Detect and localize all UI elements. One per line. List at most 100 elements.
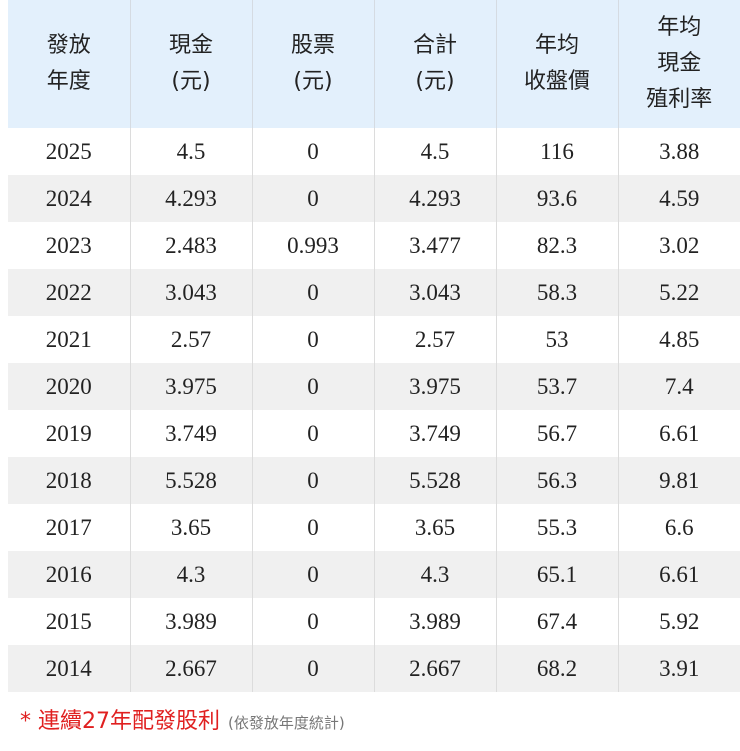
table-cell: 0 [251, 316, 374, 363]
header-cell: 年均 現金 殖利率 [617, 0, 740, 128]
table-cell: 3.88 [617, 128, 740, 175]
table-cell: 0 [251, 457, 374, 504]
table-cell: 0 [251, 504, 374, 551]
table-cell: 0 [251, 551, 374, 598]
table-cell: 0 [251, 175, 374, 222]
table-cell: 3.65 [129, 504, 252, 551]
table-cell: 2020 [8, 363, 130, 410]
table-row: 2021 2.57 0 2.57 53 4.85 [8, 316, 740, 363]
table-cell: 4.5 [373, 128, 496, 175]
table-cell: 2017 [45, 514, 92, 540]
table-row: 2022 3.043 0 3.043 58.3 5.22 [8, 269, 740, 316]
table-cell: 65.1 [495, 551, 618, 598]
table-row: 2015 3.989 0 3.989 67.4 5.92 [8, 598, 740, 645]
header-text: 股票 [290, 33, 335, 58]
header-text: (元) [171, 69, 211, 94]
table-cell: 3.65 [373, 504, 496, 551]
header-row: 發放 年度 現金 (元) 股票 (元) 合計 (元) 年均 收盤價 年均 現金 殖利率 [8, 0, 740, 128]
table-cell: 4.3 [129, 551, 252, 598]
table-cell: 3.91 [617, 645, 740, 692]
table-cell: 2021 [45, 326, 92, 352]
table-cell: 3.749 [129, 410, 252, 457]
table-cell: 5.22 [617, 269, 740, 316]
table-cell: 4.85 [617, 316, 740, 363]
table-row: 2020 3.975 0 3.975 53.7 7.4 [8, 363, 740, 410]
table-cell: 6.61 [617, 410, 740, 457]
table-cell: 53 [495, 316, 618, 363]
table-cell: 0 [251, 645, 374, 692]
table-row: 2018 5.528 0 5.528 56.3 9.81 [8, 457, 740, 504]
header-cell: 發放 年度 [8, 0, 130, 128]
table-cell: 4.293 [129, 175, 252, 222]
table-cell: 2016 [8, 551, 130, 598]
footer: * 連續27年配發股利 (依發放年度統計) [20, 706, 345, 738]
header-cell: 合計 (元) [373, 0, 496, 128]
table-cell: 2023 [45, 232, 92, 258]
table-row: 2014 2.667 0 2.667 68.2 3.91 [8, 645, 740, 692]
table-cell: 67.4 [495, 598, 618, 645]
header-text: 年均 [657, 15, 702, 40]
dividend-table: 發放 年度 現金 (元) 股票 (元) 合計 (元) 年均 收盤價 年均 現金 殖利率 2025 4.5 0… [8, 0, 740, 692]
table-cell: 2.483 [129, 222, 252, 269]
table-cell: 9.81 [617, 457, 740, 504]
table-cell: 3.749 [373, 410, 496, 457]
table-row: 2023 2.483 0.993 3.477 82.3 3.02 [8, 222, 740, 269]
table-cell: 53.7 [495, 363, 618, 410]
table-cell: 5.528 [373, 457, 496, 504]
header-cell: 現金 (元) [129, 0, 252, 128]
table-cell: 58.3 [495, 269, 618, 316]
table-cell: 55.3 [495, 504, 618, 551]
table-row: 2025 4.5 0 4.5 116 3.88 [8, 128, 740, 175]
table-row: 2016 4.3 0 4.3 65.1 6.61 [8, 551, 740, 598]
header-text: 年均 [534, 33, 579, 58]
table-body: 2025 4.5 0 4.5 116 3.88 2024 4.293 0 4.293 93.6 4.5… [8, 128, 740, 692]
table-cell: 2024 [8, 175, 130, 222]
table-cell: 116 [495, 128, 618, 175]
table-cell: 2014 [8, 645, 130, 692]
table-cell: 4.293 [373, 175, 496, 222]
table-cell: 0 [251, 598, 374, 645]
header-cell: 股票 (元) [251, 0, 374, 128]
table-cell: 0.993 [251, 222, 374, 269]
table-cell: 82.3 [495, 222, 618, 269]
header-text: (元) [293, 69, 333, 94]
footer-subnote: (依發放年度統計) [228, 714, 345, 732]
table-cell: 3.02 [617, 222, 740, 269]
table-cell: 2.667 [373, 645, 496, 692]
table-cell: 3.043 [129, 269, 252, 316]
header-text: 收盤價 [523, 69, 590, 94]
footer-note: * 連續27年配發股利 [20, 709, 220, 734]
header-text: 合計 [412, 33, 457, 58]
table-cell: 56.7 [495, 410, 618, 457]
table-cell: 3.989 [373, 598, 496, 645]
table-cell: 3.043 [373, 269, 496, 316]
header-text: 現金 [657, 51, 702, 76]
table-cell: 68.2 [495, 645, 618, 692]
table-row: 2019 3.749 0 3.749 56.7 6.61 [8, 410, 740, 457]
table-cell: 5.528 [129, 457, 252, 504]
table-cell: 93.6 [495, 175, 618, 222]
table-cell: 2025 [45, 138, 92, 164]
table-cell: 0 [251, 269, 374, 316]
table-cell: 0 [251, 363, 374, 410]
table-cell: 4.5 [129, 128, 252, 175]
header-cell: 年均 收盤價 [495, 0, 618, 128]
table-cell: 7.4 [617, 363, 740, 410]
table-cell: 3.975 [129, 363, 252, 410]
table-cell: 3.477 [373, 222, 496, 269]
table-cell: 3.975 [373, 363, 496, 410]
header-text: (元) [415, 69, 455, 94]
table-cell: 0 [251, 410, 374, 457]
table-cell: 6.61 [617, 551, 740, 598]
table-cell: 4.59 [617, 175, 740, 222]
table-cell: 5.92 [617, 598, 740, 645]
header-text: 殖利率 [646, 87, 713, 112]
table-cell: 3.989 [129, 598, 252, 645]
table-cell: 4.3 [373, 551, 496, 598]
table-cell: 6.6 [617, 504, 740, 551]
table-cell: 2.57 [373, 316, 496, 363]
table-cell: 0 [251, 128, 374, 175]
table-cell: 2015 [45, 608, 92, 634]
table-cell: 2.57 [129, 316, 252, 363]
